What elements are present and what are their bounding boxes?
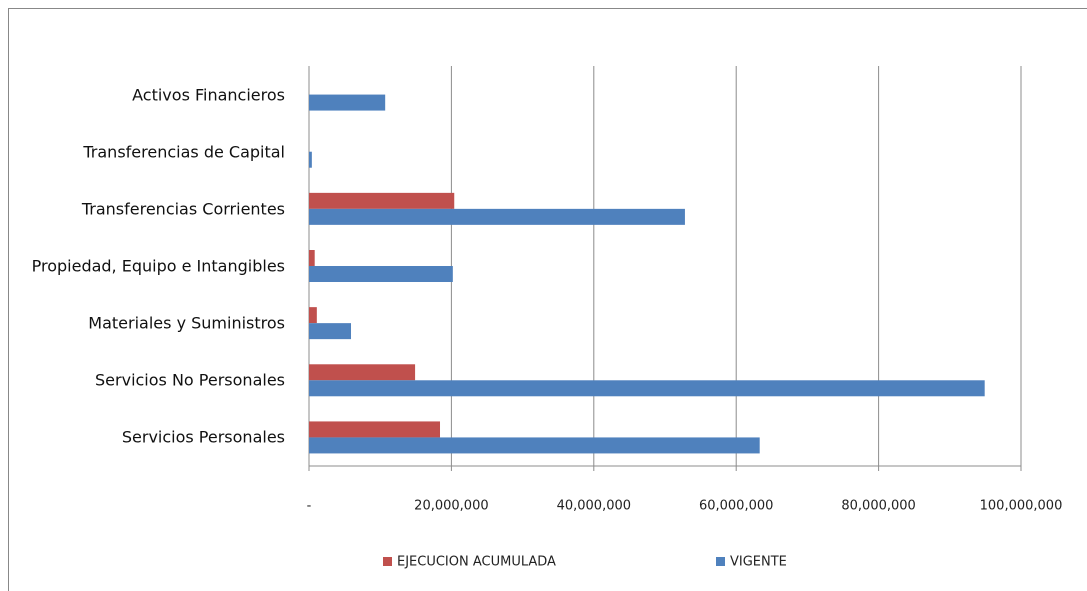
- y-tick-label: Activos Financieros: [132, 85, 285, 105]
- bar: [309, 380, 985, 397]
- bar: [309, 266, 453, 282]
- x-tick-label: 100,000,000: [980, 499, 1063, 514]
- bar: [309, 323, 352, 340]
- legend-swatch: [716, 557, 725, 566]
- legend-label: EJECUCION ACUMULADA: [397, 555, 556, 570]
- x-tick-label: -: [307, 499, 312, 514]
- y-tick-label: Transferencias de Capital: [83, 142, 285, 162]
- x-tick-label: 60,000,000: [699, 499, 773, 514]
- bar: [309, 192, 455, 209]
- bar: [309, 437, 760, 454]
- bar: [309, 94, 386, 111]
- y-tick-label: Servicios Personales: [121, 427, 285, 447]
- y-tick-label: Materiales y Suministros: [88, 313, 285, 333]
- bar: [309, 250, 315, 266]
- legend-swatch: [383, 557, 392, 566]
- bar: [309, 151, 312, 168]
- bar: [309, 208, 685, 225]
- bar: [309, 307, 317, 324]
- y-tick-label: Servicios No Personales: [95, 370, 285, 390]
- x-tick-label: 40,000,000: [557, 499, 631, 514]
- y-tick-label: Propiedad, Equipo e Intangibles: [31, 256, 285, 276]
- x-tick-label: 80,000,000: [841, 499, 915, 514]
- legend-label: VIGENTE: [730, 555, 787, 570]
- bar: [309, 421, 441, 438]
- chart-border: [8, 8, 1087, 591]
- y-tick-label: Transferencias Corrientes: [81, 199, 285, 219]
- bar: [309, 364, 416, 381]
- x-tick-label: 20,000,000: [414, 499, 488, 514]
